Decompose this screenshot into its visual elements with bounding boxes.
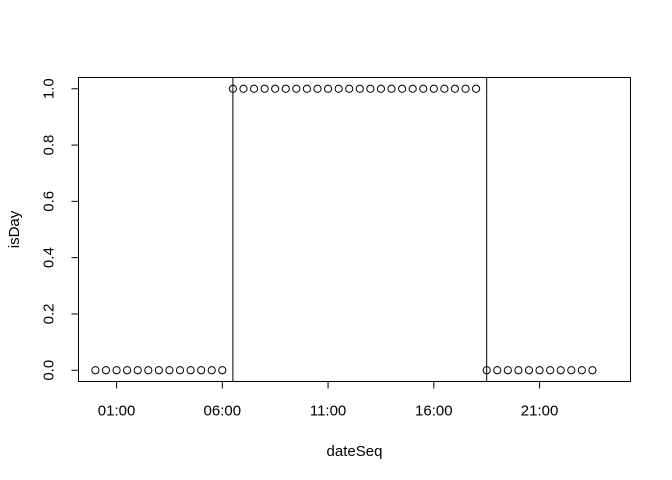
data-point <box>175 366 185 375</box>
data-point <box>355 84 364 93</box>
data-point <box>408 84 417 93</box>
data-point <box>450 84 460 93</box>
data-point <box>292 84 301 93</box>
data-point <box>197 366 206 375</box>
data-point <box>154 366 163 375</box>
data-point <box>556 366 565 375</box>
data-point <box>577 366 586 375</box>
data-point <box>397 84 407 93</box>
plot-frame <box>78 77 631 382</box>
data-point <box>387 84 396 93</box>
data-point <box>461 84 470 93</box>
data-point <box>271 84 280 93</box>
data-point <box>313 84 322 93</box>
x-axis-label: dateSeq <box>327 443 383 460</box>
y-axis-label: isDay <box>6 210 23 248</box>
data-point <box>524 366 534 375</box>
data-point <box>503 366 512 375</box>
data-point <box>429 84 438 93</box>
day-boundary-lines <box>232 77 488 382</box>
data-point <box>144 366 153 375</box>
data-point <box>133 366 142 375</box>
data-point <box>514 366 523 375</box>
x-tick-label: 11:00 <box>310 403 346 420</box>
data-point <box>302 84 312 93</box>
y-tick-label: 0.2 <box>41 304 58 325</box>
data-point <box>535 366 544 375</box>
data-point <box>323 84 333 93</box>
data-point <box>281 84 290 93</box>
data-point <box>112 366 121 375</box>
data-point <box>334 84 343 93</box>
x-axis: 01:00 06:00 11:00 16:00 21:00 <box>98 381 559 420</box>
data-point <box>376 84 386 93</box>
data-point <box>366 84 375 93</box>
data-point <box>482 366 491 375</box>
data-point <box>260 84 269 93</box>
x-tick-label: 16:00 <box>415 403 453 420</box>
data-point <box>419 84 428 93</box>
data-point <box>186 366 195 375</box>
data-point <box>91 366 100 375</box>
x-tick-label: 01:00 <box>98 403 136 420</box>
data-points <box>91 84 597 375</box>
data-point <box>472 84 481 93</box>
y-tick-label: 1.0 <box>41 78 58 99</box>
data-point <box>345 84 354 93</box>
data-point <box>249 84 259 93</box>
x-tick-label: 21:00 <box>521 403 559 420</box>
y-tick-label: 0.4 <box>41 247 58 268</box>
data-point <box>228 84 237 93</box>
data-point <box>493 366 502 375</box>
y-tick-label: 0.8 <box>41 135 58 156</box>
data-point <box>165 366 174 375</box>
data-point <box>546 366 555 375</box>
y-axis: 0.0 0.2 0.4 0.6 0.8 1.0 <box>41 78 79 381</box>
y-tick-label: 0.6 <box>41 191 58 212</box>
data-point <box>123 366 132 375</box>
data-point <box>207 366 216 375</box>
data-point <box>440 84 449 93</box>
data-point <box>567 366 576 375</box>
data-point <box>101 366 111 375</box>
data-point <box>218 366 227 375</box>
data-point <box>588 366 597 375</box>
y-tick-label: 0.0 <box>41 360 58 381</box>
x-tick-label: 06:00 <box>204 403 242 420</box>
data-point <box>239 84 248 93</box>
